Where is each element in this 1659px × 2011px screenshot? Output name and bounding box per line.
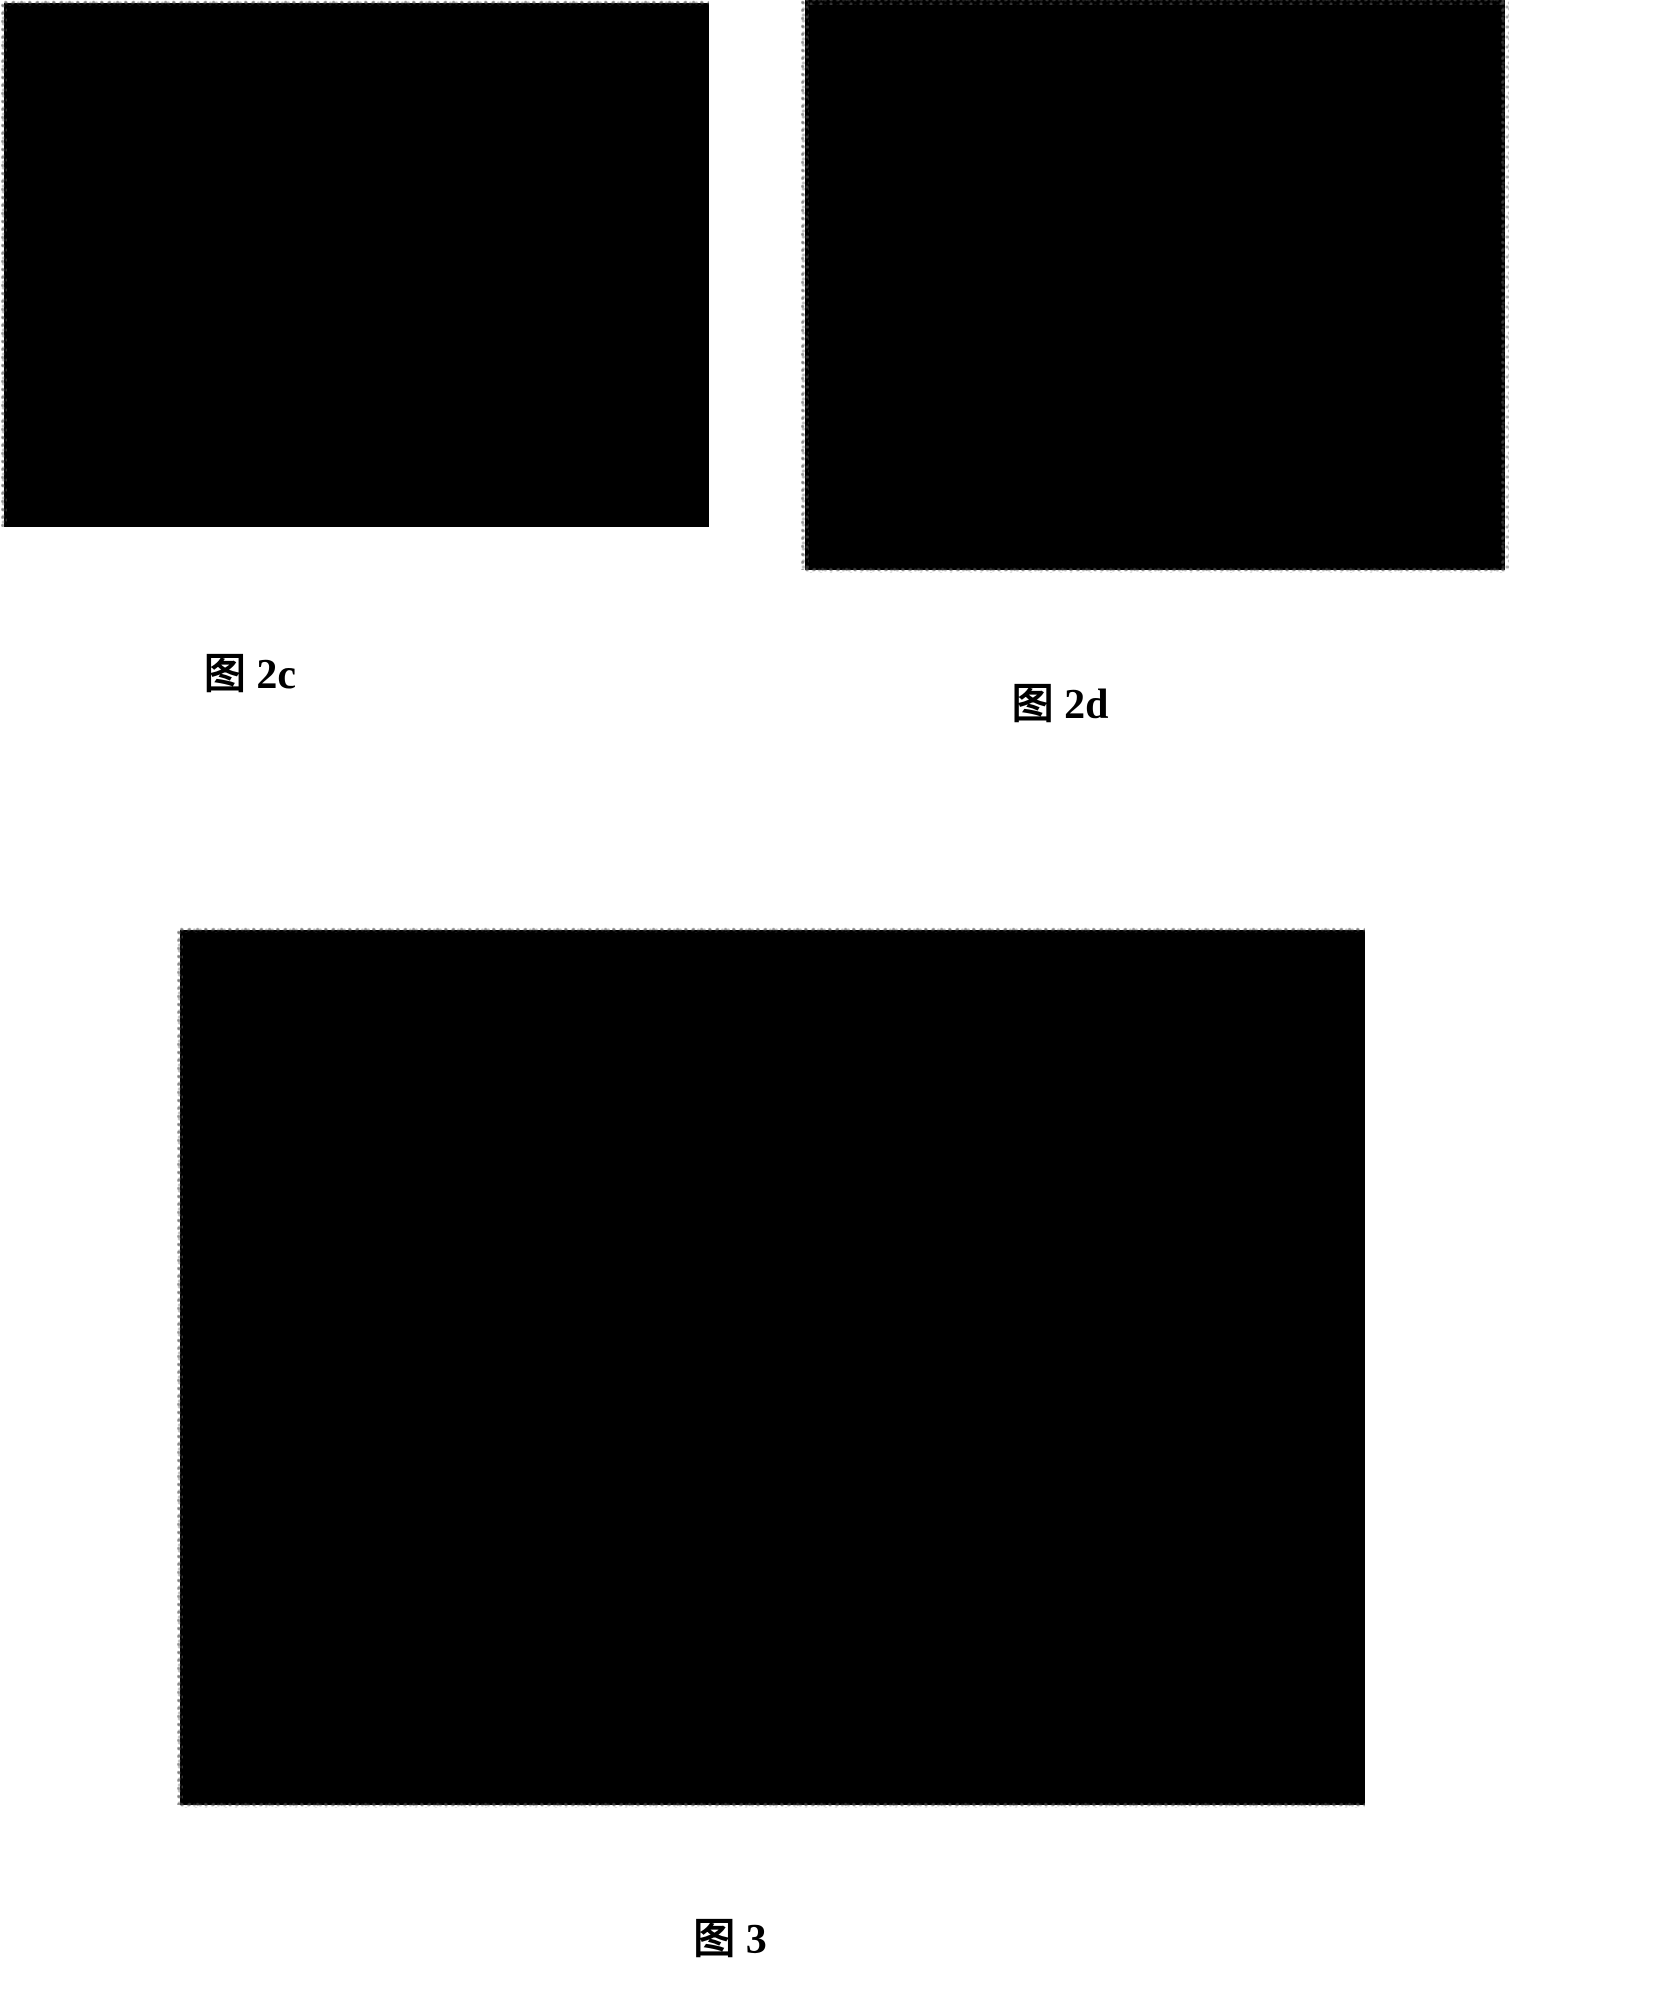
noise-edge-right <box>1501 0 1509 570</box>
noise-edge-left <box>801 0 809 570</box>
noise-edge-bottom <box>180 1802 1365 1808</box>
figure-2c-container <box>4 3 709 527</box>
figure-3-container <box>180 930 1365 1805</box>
figure-2c-image <box>4 3 709 527</box>
figure-2d-caption: 图 2d <box>960 670 1160 731</box>
noise-edge-left <box>1 3 7 527</box>
figure-3-image <box>180 930 1365 1805</box>
noise-edge-top <box>180 927 1365 933</box>
figure-2d-image <box>805 0 1505 570</box>
noise-edge-top <box>805 0 1505 5</box>
figure-2d-container <box>805 0 1505 570</box>
noise-edge-bottom <box>805 567 1505 573</box>
figure-2c-caption: 图 2c <box>150 640 350 701</box>
figure-3-caption: 图 3 <box>655 1905 805 1966</box>
noise-edge-top <box>4 0 709 6</box>
noise-edge-left <box>177 930 183 1805</box>
